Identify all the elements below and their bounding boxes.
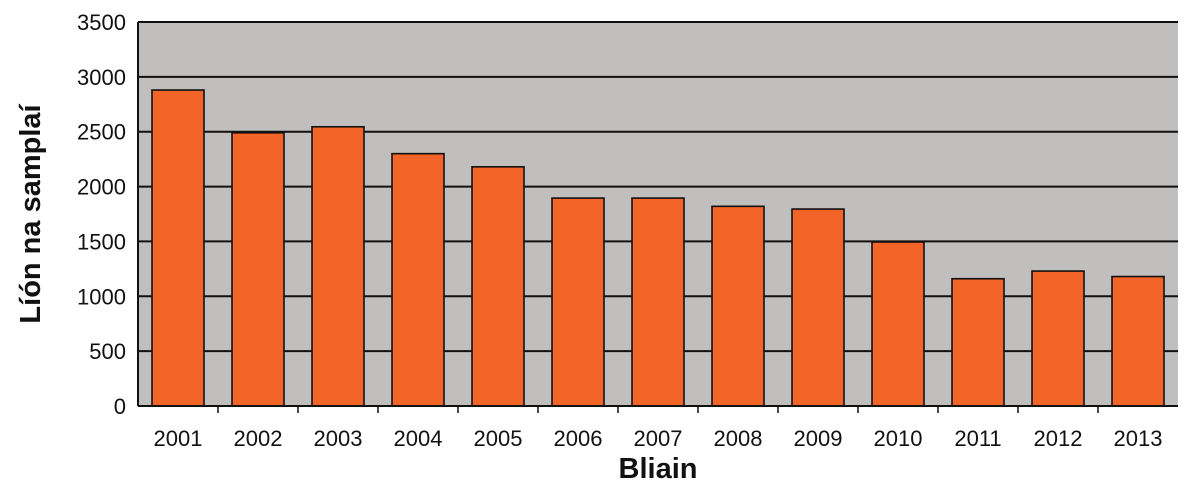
x-tick-label: 2012 xyxy=(1034,426,1083,451)
x-tick-labels: 2001 2002 2003 2004 2005 2006 2007 2008 2009 2010… xyxy=(154,426,1163,451)
x-tick-label: 2009 xyxy=(794,426,843,451)
x-tick-label: 2004 xyxy=(394,426,443,451)
x-tick-label: 2011 xyxy=(954,426,1001,451)
y-tick-label: 1000 xyxy=(77,284,126,309)
bar-2007 xyxy=(631,197,685,407)
axes xyxy=(137,22,1178,413)
y-tick-labels: 0 500 1000 1500 2000 2500 3000 3500 xyxy=(77,10,126,419)
bar-2005 xyxy=(471,166,525,407)
y-tick-label: 0 xyxy=(114,394,126,419)
x-tick-label: 2008 xyxy=(714,426,763,451)
y-tick-label: 2500 xyxy=(77,120,126,145)
bar-2002 xyxy=(231,132,285,407)
bar-2011 xyxy=(951,277,1005,407)
y-tick-label: 2000 xyxy=(77,175,126,200)
x-tick-label: 2006 xyxy=(554,426,603,451)
bar-2001 xyxy=(151,89,205,407)
bar-2008 xyxy=(711,205,765,407)
y-tick-label: 3500 xyxy=(77,10,126,35)
x-axis-title: Bliain xyxy=(619,453,698,483)
x-tick-label: 2003 xyxy=(314,426,363,451)
bar-2006 xyxy=(551,197,605,407)
bar-2003 xyxy=(311,125,365,407)
bar-2013 xyxy=(1111,275,1165,407)
bar-2009 xyxy=(791,208,845,407)
y-tick-label: 3000 xyxy=(77,65,126,90)
x-tick-label: 2013 xyxy=(1114,426,1163,451)
x-tick-label: 2005 xyxy=(474,426,523,451)
y-tick-label: 500 xyxy=(89,339,126,364)
x-tick-label: 2010 xyxy=(874,426,923,451)
x-tick-label: 2002 xyxy=(234,426,283,451)
y-axis-title: Líón na samplaí xyxy=(15,103,47,323)
bar-2004 xyxy=(391,152,445,407)
y-tick-label: 1500 xyxy=(77,229,126,254)
x-tick-label: 2001 xyxy=(154,426,203,451)
x-tick-label: 2007 xyxy=(634,426,683,451)
bar-2010 xyxy=(871,241,925,407)
bar-2012 xyxy=(1031,270,1085,407)
